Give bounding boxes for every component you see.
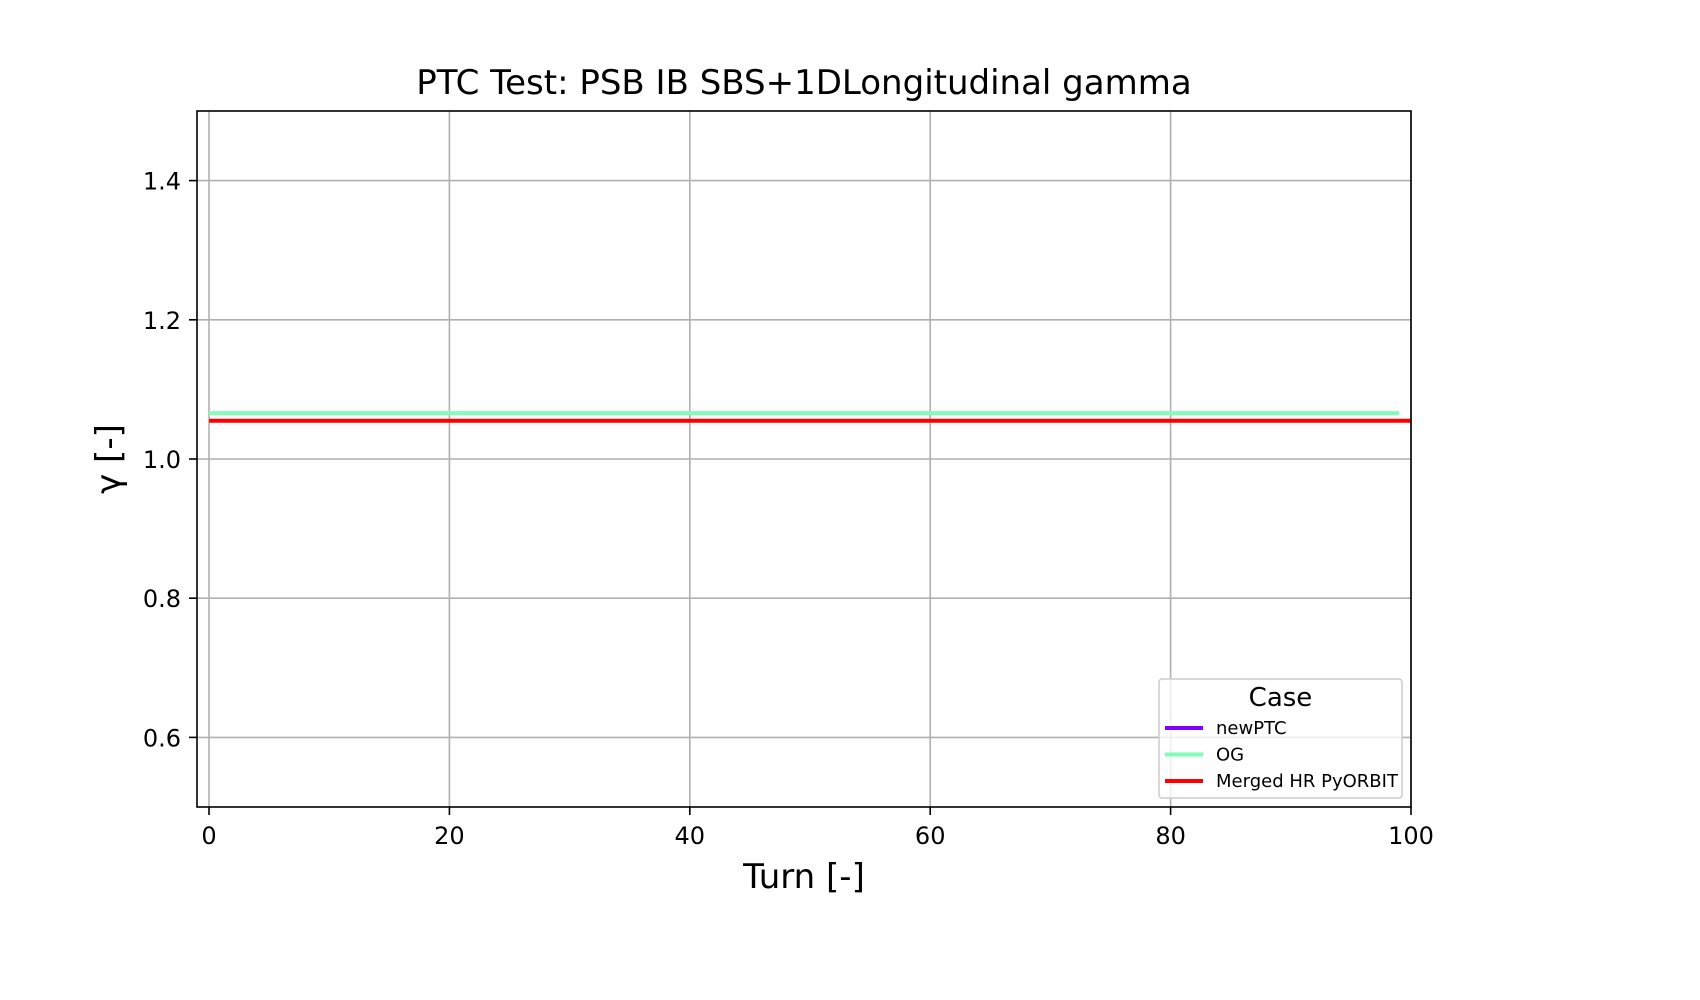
axis-ticks: 0 20 40 60 80 100 0.6 0.8 1.0 1.2 1.4: [143, 168, 1434, 850]
x-axis-label: Turn [-]: [742, 857, 865, 897]
legend-label: OG: [1216, 745, 1244, 766]
x-tick-label: 60: [915, 822, 946, 850]
y-tick-label: 0.6: [143, 724, 181, 752]
legend-label: Merged HR PyORBIT: [1216, 771, 1399, 792]
y-tick-label: 0.8: [143, 585, 181, 613]
legend-label: newPTC: [1216, 718, 1287, 739]
x-tick-label: 40: [675, 822, 706, 850]
x-tick-label: 0: [201, 822, 216, 850]
legend: Case newPTC OG Merged HR PyORBIT: [1158, 678, 1403, 799]
chart-title: PTC Test: PSB IB SBS+1DLongitudinal gamm…: [416, 63, 1191, 103]
y-tick-label: 1.0: [143, 446, 181, 474]
legend-box: [1158, 678, 1403, 799]
x-tick-label: 100: [1388, 822, 1434, 850]
legend-title: Case: [1249, 683, 1313, 713]
x-tick-label: 20: [434, 822, 465, 850]
y-tick-label: 1.2: [143, 307, 181, 335]
y-axis-label: γ [-]: [89, 424, 129, 494]
y-tick-label: 1.4: [143, 168, 181, 196]
x-tick-label: 80: [1155, 822, 1186, 850]
series-lines: [209, 411, 1411, 423]
